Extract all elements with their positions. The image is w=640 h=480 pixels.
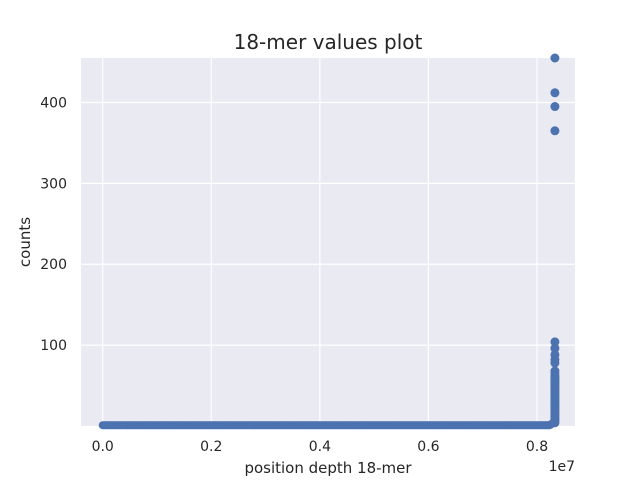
x-tick-label: 0.2 — [200, 439, 222, 455]
x-tick-label: 0.4 — [309, 439, 331, 455]
data-point — [550, 53, 560, 63]
data-point — [550, 102, 560, 112]
x-axis-offset-label: 1e7 — [549, 459, 575, 475]
y-axis-label: counts — [16, 217, 34, 267]
y-tick-label: 300 — [40, 176, 67, 192]
data-point — [550, 337, 560, 347]
y-tick-label: 200 — [40, 257, 67, 273]
data-point — [550, 358, 560, 368]
data-point — [550, 418, 560, 428]
data-points — [98, 53, 560, 430]
grid — [81, 58, 575, 426]
data-point — [550, 343, 560, 353]
x-axis-ticks: 0.0 0.2 0.4 0.6 0.8 — [92, 439, 549, 455]
data-point — [550, 126, 560, 136]
x-tick-label: 0.0 — [92, 439, 114, 455]
y-axis-ticks: 100 200 300 400 — [40, 95, 67, 354]
y-tick-label: 400 — [40, 95, 67, 111]
y-tick-label: 100 — [40, 338, 67, 354]
data-point — [550, 88, 560, 98]
plot-area — [81, 58, 575, 426]
x-tick-label: 0.8 — [526, 439, 548, 455]
x-tick-label: 0.6 — [417, 439, 439, 455]
x-axis-label: position depth 18-mer — [244, 459, 412, 477]
chart-title: 18-mer values plot — [234, 30, 423, 54]
